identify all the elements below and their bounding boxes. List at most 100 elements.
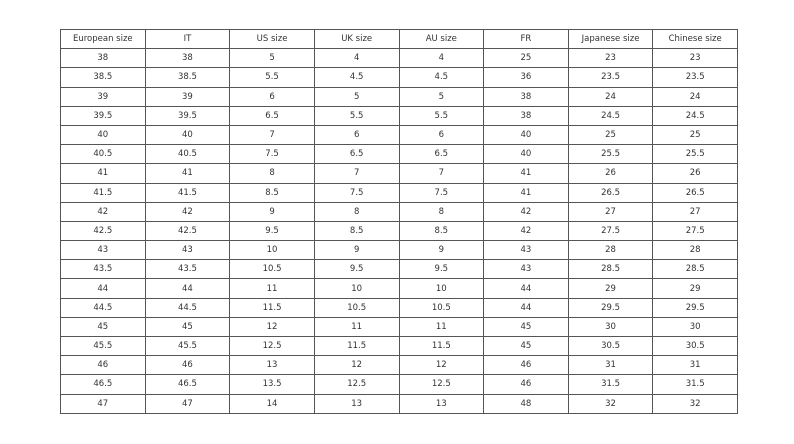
table-cell: 14 — [229, 393, 315, 414]
table-cell: 5.5 — [313, 105, 400, 126]
table-cell: 30 — [567, 316, 654, 338]
column-header: Chinese size — [652, 28, 738, 50]
table-cell: 39 — [144, 86, 231, 107]
table-cell: 27 — [567, 201, 654, 222]
table-cell: 6 — [313, 124, 400, 146]
table-cell: 5 — [313, 86, 400, 107]
table-cell: 8.5 — [229, 182, 315, 203]
table-cell: 25.5 — [567, 144, 654, 165]
table-cell: 7.5 — [398, 182, 485, 203]
table-cell: 44 — [483, 297, 569, 318]
column-header: AU size — [398, 28, 485, 50]
table-cell: 6.5 — [398, 144, 485, 165]
table-cell: 7.5 — [229, 144, 315, 165]
table-cell: 10.5 — [398, 297, 485, 318]
table-cell: 42 — [483, 220, 569, 242]
table-cell: 46 — [483, 355, 569, 376]
table-cell: 26 — [652, 163, 738, 184]
table-cell: 31.5 — [567, 374, 654, 395]
table-cell: 38 — [60, 48, 146, 69]
table-cell: 10.5 — [229, 259, 315, 280]
table-cell: 7 — [229, 124, 315, 146]
table-cell: 8.5 — [398, 220, 485, 242]
table-cell: 30 — [652, 316, 738, 338]
table-cell: 7 — [398, 163, 485, 184]
table-row: 44.5 44.5 11.5 10.5 10.5 44 29.5 29.5 — [60, 297, 738, 318]
table-row: 41 41 8 7 7 41 26 26 — [60, 163, 738, 184]
table-cell: 42.5 — [144, 220, 231, 242]
table-cell: 29 — [652, 278, 738, 299]
table-cell: 42 — [144, 201, 231, 222]
table-row: 44 44 11 10 10 44 29 29 — [60, 278, 738, 299]
table-cell: 12 — [229, 316, 315, 338]
table-cell: 24 — [652, 86, 738, 107]
table-cell: 9.5 — [229, 220, 315, 242]
table-cell: 9 — [398, 240, 485, 261]
table-cell: 45.5 — [60, 335, 146, 357]
table-cell: 41 — [60, 163, 146, 184]
table-cell: 10 — [229, 240, 315, 261]
table-cell: 11 — [398, 316, 485, 338]
table-cell: 12.5 — [313, 374, 400, 395]
table-cell: 11 — [313, 316, 400, 338]
header-row: European size IT US size UK size AU size FR Ja… — [60, 28, 738, 50]
table-cell: 39.5 — [144, 105, 231, 126]
table-cell: 23.5 — [652, 67, 738, 88]
table-row: 40 40 7 6 6 40 25 25 — [60, 124, 738, 146]
column-header: IT — [144, 28, 231, 50]
table-cell: 41.5 — [144, 182, 231, 203]
table-row: 39.5 39.5 6.5 5.5 5.5 38 24.5 24.5 — [60, 105, 738, 126]
table-cell: 5 — [229, 48, 315, 69]
shoe-size-conversion-table: European size IT US size UK size AU size FR Ja… — [60, 28, 738, 414]
table-cell: 40 — [483, 144, 569, 165]
table-cell: 8 — [398, 201, 485, 222]
table-cell: 45 — [483, 316, 569, 338]
table-cell: 4 — [313, 48, 400, 69]
table-cell: 41 — [144, 163, 231, 184]
table-cell: 36 — [483, 67, 569, 88]
column-header: FR — [483, 28, 569, 50]
table-cell: 11 — [229, 278, 315, 299]
table-cell: 40.5 — [60, 144, 146, 165]
table-row: 41.5 41.5 8.5 7.5 7.5 41 26.5 26.5 — [60, 182, 738, 203]
table-cell: 26 — [567, 163, 654, 184]
table-row: 47 47 14 13 13 48 32 32 — [60, 393, 738, 414]
table-cell: 46.5 — [144, 374, 231, 395]
table-cell: 24.5 — [652, 105, 738, 126]
table-cell: 39.5 — [60, 105, 146, 126]
table-cell: 40 — [60, 124, 146, 146]
table-cell: 5.5 — [398, 105, 485, 126]
table-cell: 43 — [483, 259, 569, 280]
table-cell: 44.5 — [144, 297, 231, 318]
table-cell: 25 — [483, 48, 569, 69]
table-row: 39 39 6 5 5 38 24 24 — [60, 86, 738, 107]
table-cell: 13.5 — [229, 374, 315, 395]
table-cell: 9 — [229, 201, 315, 222]
table-cell: 7.5 — [313, 182, 400, 203]
column-header: US size — [229, 28, 315, 50]
table-cell: 31.5 — [652, 374, 738, 395]
table-cell: 6.5 — [313, 144, 400, 165]
table-cell: 47 — [144, 393, 231, 414]
table-cell: 46 — [60, 355, 146, 376]
table-cell: 42.5 — [60, 220, 146, 242]
table-cell: 23 — [567, 48, 654, 69]
table-row: 46 46 13 12 12 46 31 31 — [60, 355, 738, 376]
table-row: 43 43 10 9 9 43 28 28 — [60, 240, 738, 261]
table-cell: 38 — [144, 48, 231, 69]
table-cell: 27.5 — [567, 220, 654, 242]
table-cell: 42 — [483, 201, 569, 222]
table-cell: 4 — [398, 48, 485, 69]
table-cell: 24.5 — [567, 105, 654, 126]
table-cell: 38 — [483, 105, 569, 126]
column-header: Japanese size — [567, 28, 654, 50]
table-cell: 6 — [229, 86, 315, 107]
table-cell: 44 — [60, 278, 146, 299]
table-cell: 41 — [483, 182, 569, 203]
table-cell: 11.5 — [313, 335, 400, 357]
table-cell: 10.5 — [313, 297, 400, 318]
table-cell: 12 — [398, 355, 485, 376]
table-cell: 25 — [652, 124, 738, 146]
table-cell: 43 — [483, 240, 569, 261]
table-cell: 9 — [313, 240, 400, 261]
